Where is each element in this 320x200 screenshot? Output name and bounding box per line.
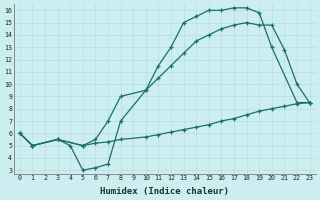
X-axis label: Humidex (Indice chaleur): Humidex (Indice chaleur) — [100, 187, 229, 196]
